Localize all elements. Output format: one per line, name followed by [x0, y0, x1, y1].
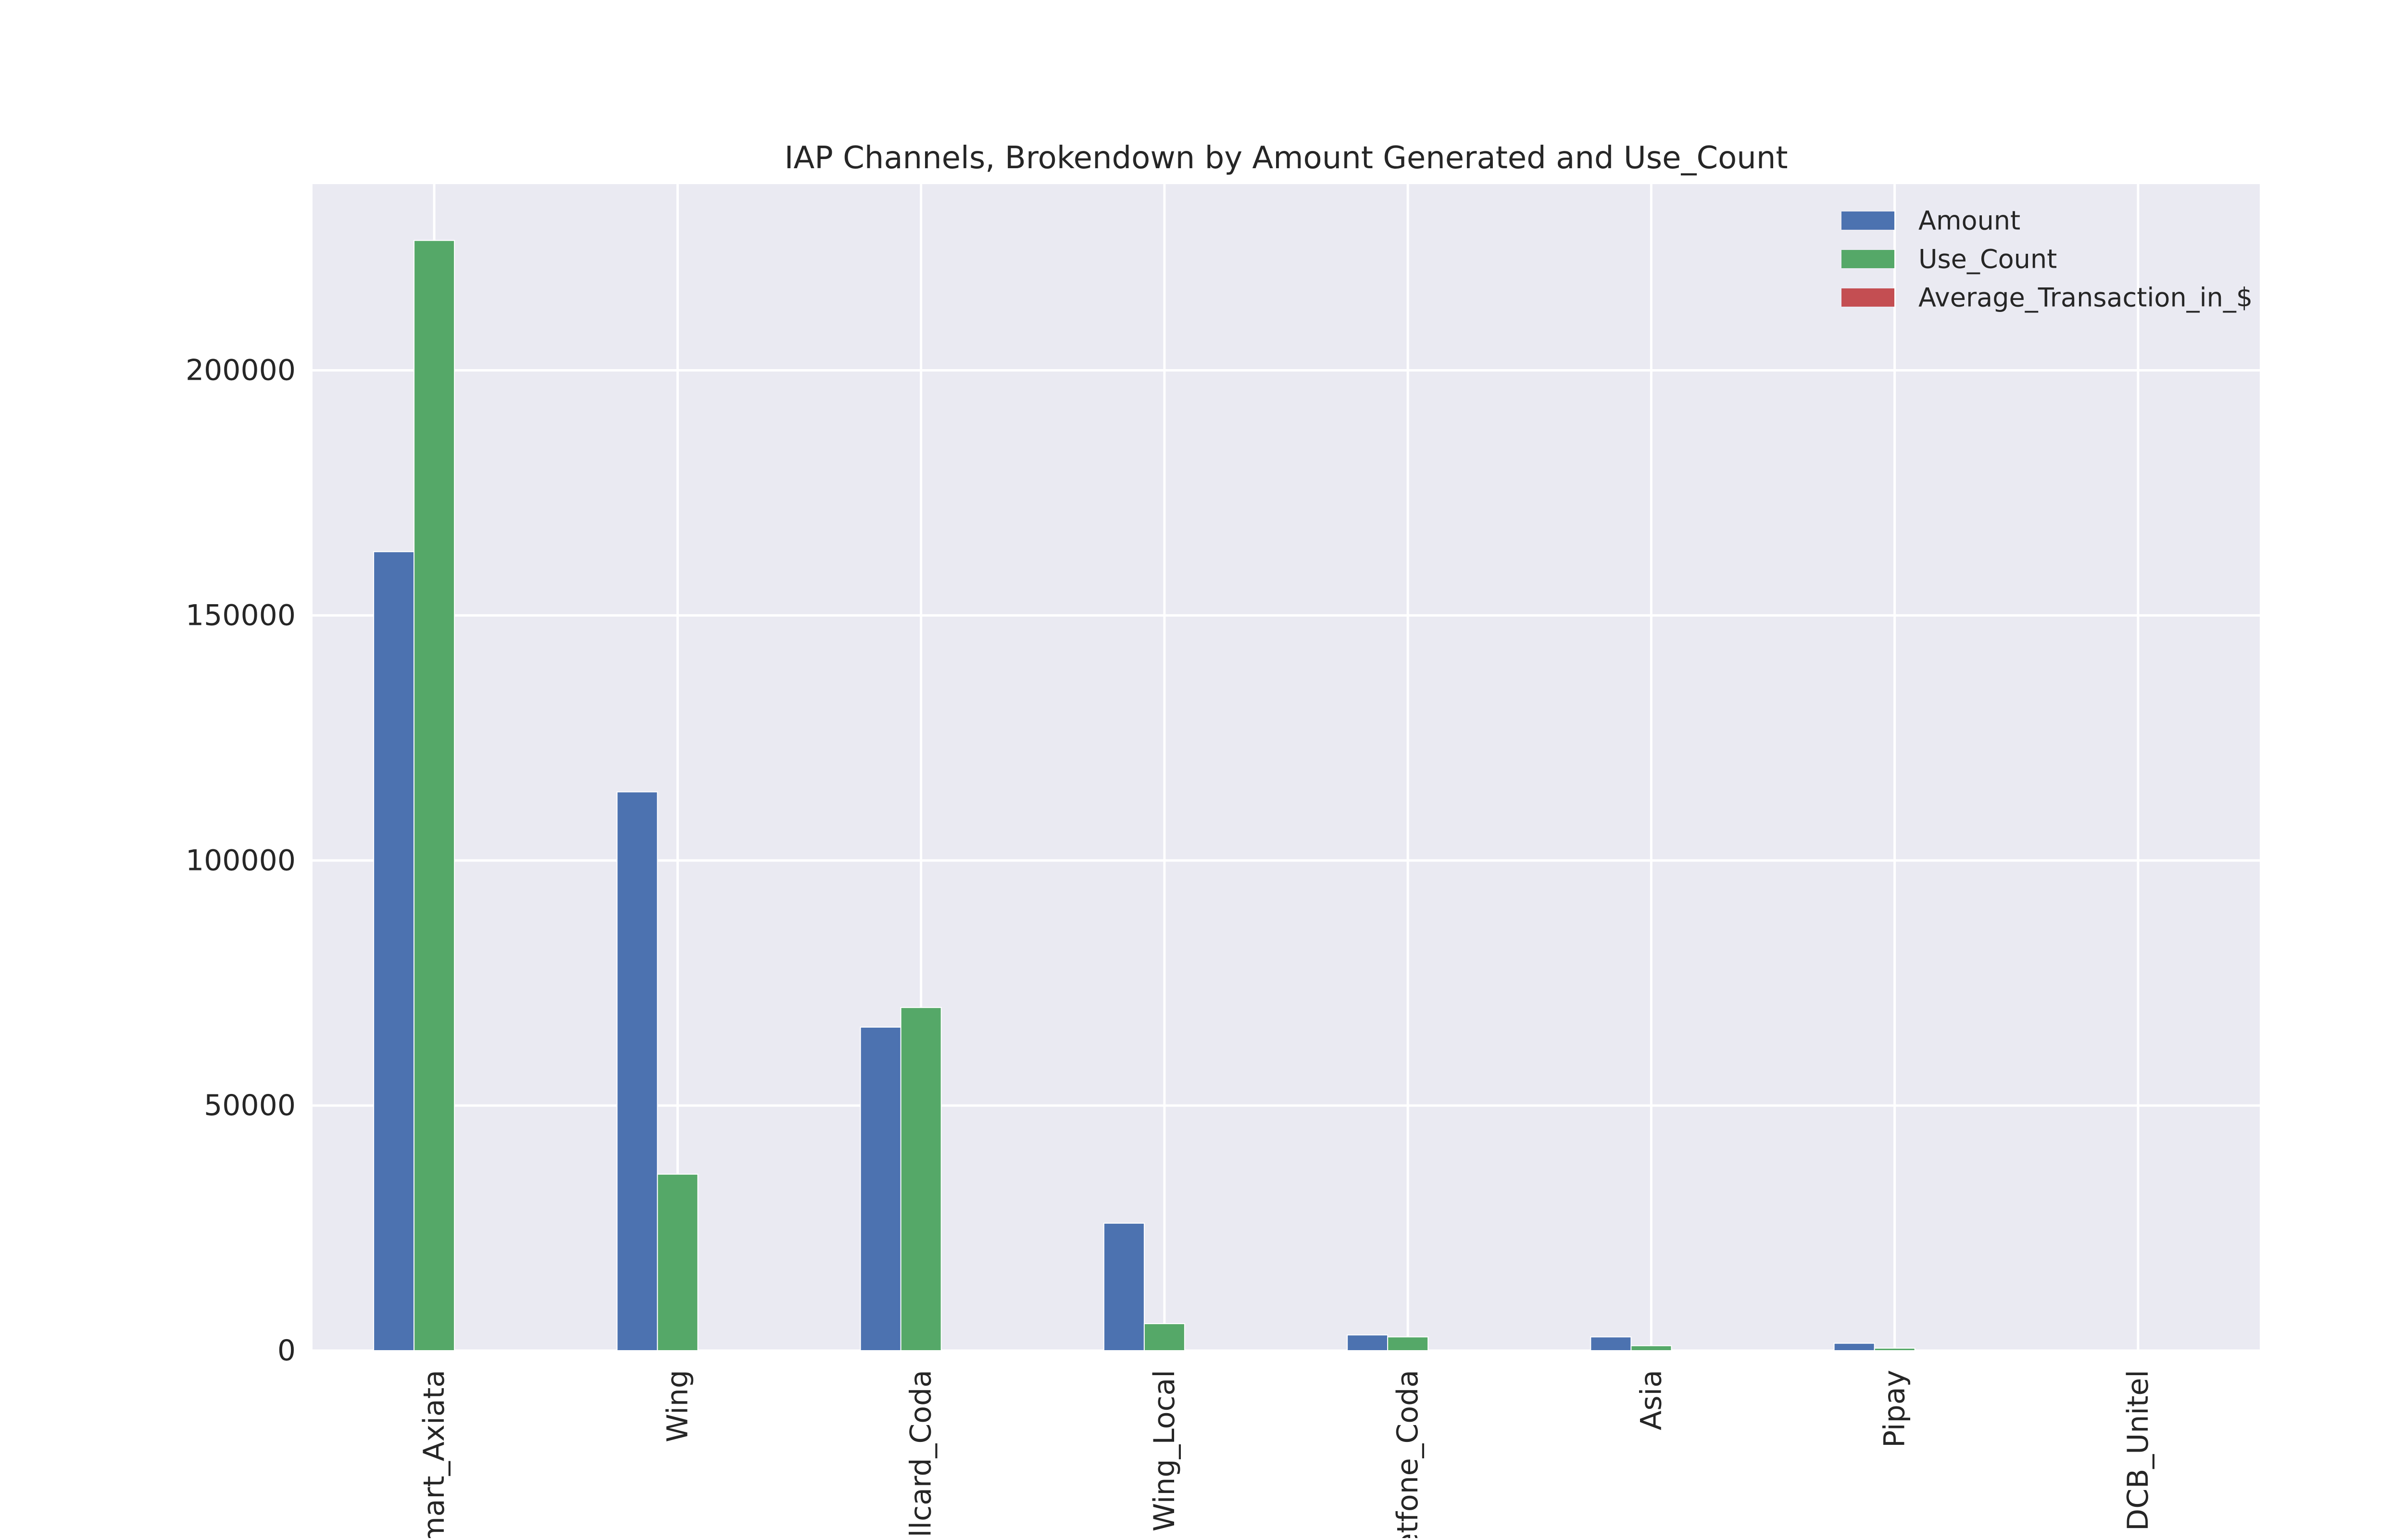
y-tick-label: 150000: [186, 598, 296, 632]
bar: [1590, 1337, 1631, 1351]
y-tick-label: 0: [277, 1334, 296, 1367]
x-tick-label: ellcard_Coda: [904, 1370, 938, 1538]
bar: [1347, 1335, 1388, 1351]
bar: [1144, 1324, 1185, 1351]
legend-swatch: [1841, 288, 1894, 307]
x-tick-label: Pipay: [1878, 1370, 1912, 1448]
y-tick-label: 50000: [204, 1089, 296, 1122]
legend-label: Average_Transaction_in_$: [1918, 283, 2253, 313]
bar: [1388, 1337, 1428, 1351]
bar: [414, 240, 454, 1351]
y-axis: 0 50000 100000 150000 200000: [186, 354, 296, 1367]
x-axis: Smart_Axiata Wing ellcard_Coda Wing_Local et…: [417, 1370, 2155, 1538]
bar: [657, 1174, 698, 1351]
bar: [1875, 1348, 1915, 1351]
x-tick-label: etfone_Coda: [1391, 1370, 1425, 1538]
legend-swatch: [1841, 250, 1894, 268]
legend-swatch: [1841, 211, 1894, 230]
x-tick-label: Asia: [1634, 1370, 1668, 1430]
bar: [861, 1027, 901, 1351]
bar: [1834, 1343, 1875, 1351]
bar: [901, 1007, 941, 1351]
legend-label: Amount: [1918, 206, 2020, 236]
x-tick-label: Smart_Axiata: [417, 1370, 451, 1538]
plot-area: [313, 184, 2260, 1351]
bar: [617, 792, 657, 1351]
bar: [1104, 1223, 1144, 1351]
x-tick-label: DCB_Unitel: [2121, 1370, 2155, 1531]
x-tick-label: Wing: [661, 1370, 694, 1442]
y-tick-label: 100000: [186, 844, 296, 877]
bar: [374, 552, 414, 1351]
x-tick-label: Wing_Local: [1148, 1370, 1181, 1531]
legend-label: Use_Count: [1918, 244, 2057, 274]
chart-title: IAP Channels, Brokendown by Amount Gener…: [784, 140, 1788, 176]
bar: [1631, 1346, 1671, 1351]
y-tick-label: 200000: [186, 354, 296, 387]
